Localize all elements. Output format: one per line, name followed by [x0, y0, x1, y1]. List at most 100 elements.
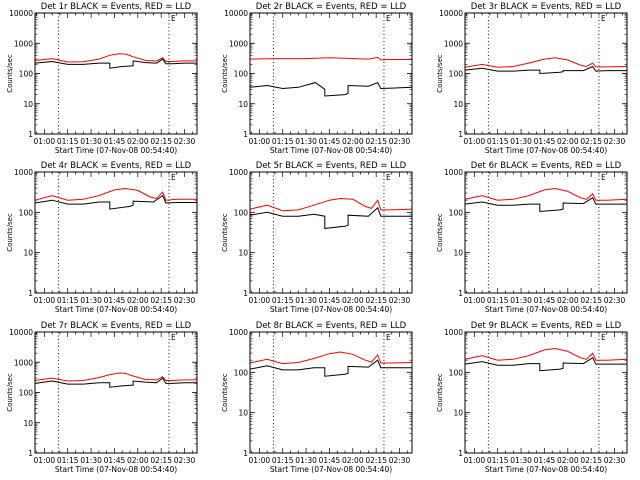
x-axis-label: Start Time (07-Nov-08 00:54:40) — [55, 465, 177, 474]
x-tick-label: 02:30 — [174, 296, 196, 305]
events-series-line — [249, 206, 412, 229]
x-tick-label: 01:00 — [249, 137, 271, 146]
lld-series-line — [249, 56, 412, 61]
y-tick-label: 1000 — [14, 168, 33, 177]
x-tick-label: 01:30 — [295, 456, 317, 465]
x-tick-label: 01:30 — [80, 137, 102, 146]
y-tick-label: 100 — [19, 208, 34, 217]
subplot-1: Det 1r BLACK = Events, RED = LLD 1 10 100 10… — [6, 2, 198, 155]
x-tick-label: 01:45 — [534, 296, 556, 305]
x-tick-label: 01:15 — [487, 456, 509, 465]
x-tick-label: 01:00 — [464, 456, 486, 465]
y-tick-label: 100 — [19, 70, 34, 79]
x-tick-label: 02:15 — [365, 137, 387, 146]
x-axis-label: Start Time (07-Nov-08 00:54:40) — [270, 305, 392, 314]
x-tick-label: 02:00 — [557, 137, 579, 146]
x-tick-label: 02:30 — [604, 456, 626, 465]
x-tick-label: 02:30 — [389, 296, 411, 305]
x-tick-label: 01:15 — [57, 296, 79, 305]
time-marker-label: E — [601, 14, 606, 23]
x-tick-label: 01:15 — [487, 296, 509, 305]
plot-frame — [464, 171, 628, 294]
y-tick-label: 100 — [449, 208, 464, 217]
y-tick-label: 100 — [19, 389, 34, 398]
lld-series-line — [34, 53, 197, 63]
time-marker-label: E — [171, 14, 176, 23]
plot-title: Det 3r BLACK = Events, RED = LLD — [471, 2, 622, 12]
y-tick-label: 1000 — [444, 328, 463, 337]
x-tick-label: 01:45 — [534, 137, 556, 146]
plot-frame — [249, 12, 413, 135]
subplot-2: Det 2r BLACK = Events, RED = LLD 1 10 100 10… — [221, 2, 413, 155]
x-tick-label: 01:00 — [464, 296, 486, 305]
events-series-line — [464, 356, 627, 372]
x-tick-label: 02:30 — [604, 137, 626, 146]
time-marker-label: E — [386, 173, 391, 182]
x-tick-label: 01:30 — [80, 296, 102, 305]
x-axis-label: Start Time (07-Nov-08 00:54:40) — [485, 146, 607, 155]
x-tick-label: 01:15 — [487, 137, 509, 146]
y-axis-label: Counts/sec — [436, 213, 444, 252]
x-tick-label: 02:00 — [557, 296, 579, 305]
plot-title: Det 8r BLACK = Events, RED = LLD — [256, 321, 407, 331]
y-tick-label: 10000 — [9, 9, 33, 18]
y-tick-label: 10 — [23, 100, 33, 109]
y-tick-label: 1 — [243, 449, 248, 458]
subplot-4: Det 4r BLACK = Events, RED = LLD 1 10 100 10… — [6, 161, 198, 314]
y-tick-label: 1 — [243, 289, 248, 298]
y-tick-label: 10 — [453, 249, 463, 258]
x-tick-label: 01:30 — [295, 296, 317, 305]
x-tick-label: 02:00 — [342, 296, 364, 305]
x-axis-label: Start Time (07-Nov-08 00:54:40) — [485, 465, 607, 474]
y-tick-label: 1000 — [444, 168, 463, 177]
y-axis-label: Counts/sec — [221, 54, 229, 93]
subplot-9: Det 9r BLACK = Events, RED = LLD 1 10 100 10… — [436, 321, 628, 474]
x-tick-label: 02:00 — [127, 456, 149, 465]
x-tick-label: 02:15 — [150, 296, 172, 305]
x-axis-label: Start Time (07-Nov-08 00:54:40) — [485, 305, 607, 314]
plot-title: Det 4r BLACK = Events, RED = LLD — [41, 161, 192, 171]
y-axis-label: Counts/sec — [221, 373, 229, 412]
lld-series-line — [464, 347, 628, 361]
x-tick-label: 02:00 — [342, 137, 364, 146]
x-tick-label: 02:30 — [389, 137, 411, 146]
events-series-line — [464, 196, 627, 213]
x-tick-label: 01:00 — [249, 456, 271, 465]
subplot-3: Det 3r BLACK = Events, RED = LLD 1 10 100 10… — [436, 2, 628, 155]
y-tick-label: 100 — [449, 70, 464, 79]
x-tick-label: 01:15 — [272, 456, 294, 465]
x-tick-label: 01:45 — [319, 137, 341, 146]
x-axis-label: Start Time (07-Nov-08 00:54:40) — [270, 146, 392, 155]
y-tick-label: 100 — [234, 208, 249, 217]
y-tick-label: 1 — [28, 289, 33, 298]
x-tick-label: 01:45 — [104, 296, 126, 305]
subplot-8: Det 8r BLACK = Events, RED = LLD 1 10 100 10… — [221, 321, 413, 474]
x-tick-label: 02:30 — [604, 296, 626, 305]
y-tick-label: 10 — [23, 249, 33, 258]
lld-series-line — [464, 57, 628, 68]
x-tick-label: 02:15 — [365, 296, 387, 305]
events-series-line — [34, 194, 197, 210]
x-tick-label: 01:45 — [319, 456, 341, 465]
events-series-line — [249, 81, 413, 97]
x-tick-label: 01:15 — [272, 137, 294, 146]
lld-series-line — [249, 351, 413, 365]
plot-frame — [34, 12, 198, 135]
y-tick-label: 10 — [453, 100, 463, 109]
x-tick-label: 01:45 — [319, 296, 341, 305]
x-tick-label: 02:15 — [150, 456, 172, 465]
x-tick-label: 01:15 — [57, 137, 79, 146]
x-axis-label: Start Time (07-Nov-08 00:54:40) — [270, 465, 392, 474]
y-tick-label: 1000 — [229, 168, 248, 177]
plot-frame — [34, 331, 198, 454]
plot-frame — [249, 171, 413, 294]
y-tick-label: 1000 — [14, 358, 33, 367]
x-tick-label: 02:15 — [150, 137, 172, 146]
x-tick-label: 02:15 — [365, 456, 387, 465]
plot-frame — [249, 331, 413, 454]
y-tick-label: 100 — [234, 70, 249, 79]
y-tick-label: 10 — [453, 409, 463, 418]
x-tick-label: 01:00 — [34, 137, 56, 146]
x-tick-label: 02:00 — [557, 456, 579, 465]
